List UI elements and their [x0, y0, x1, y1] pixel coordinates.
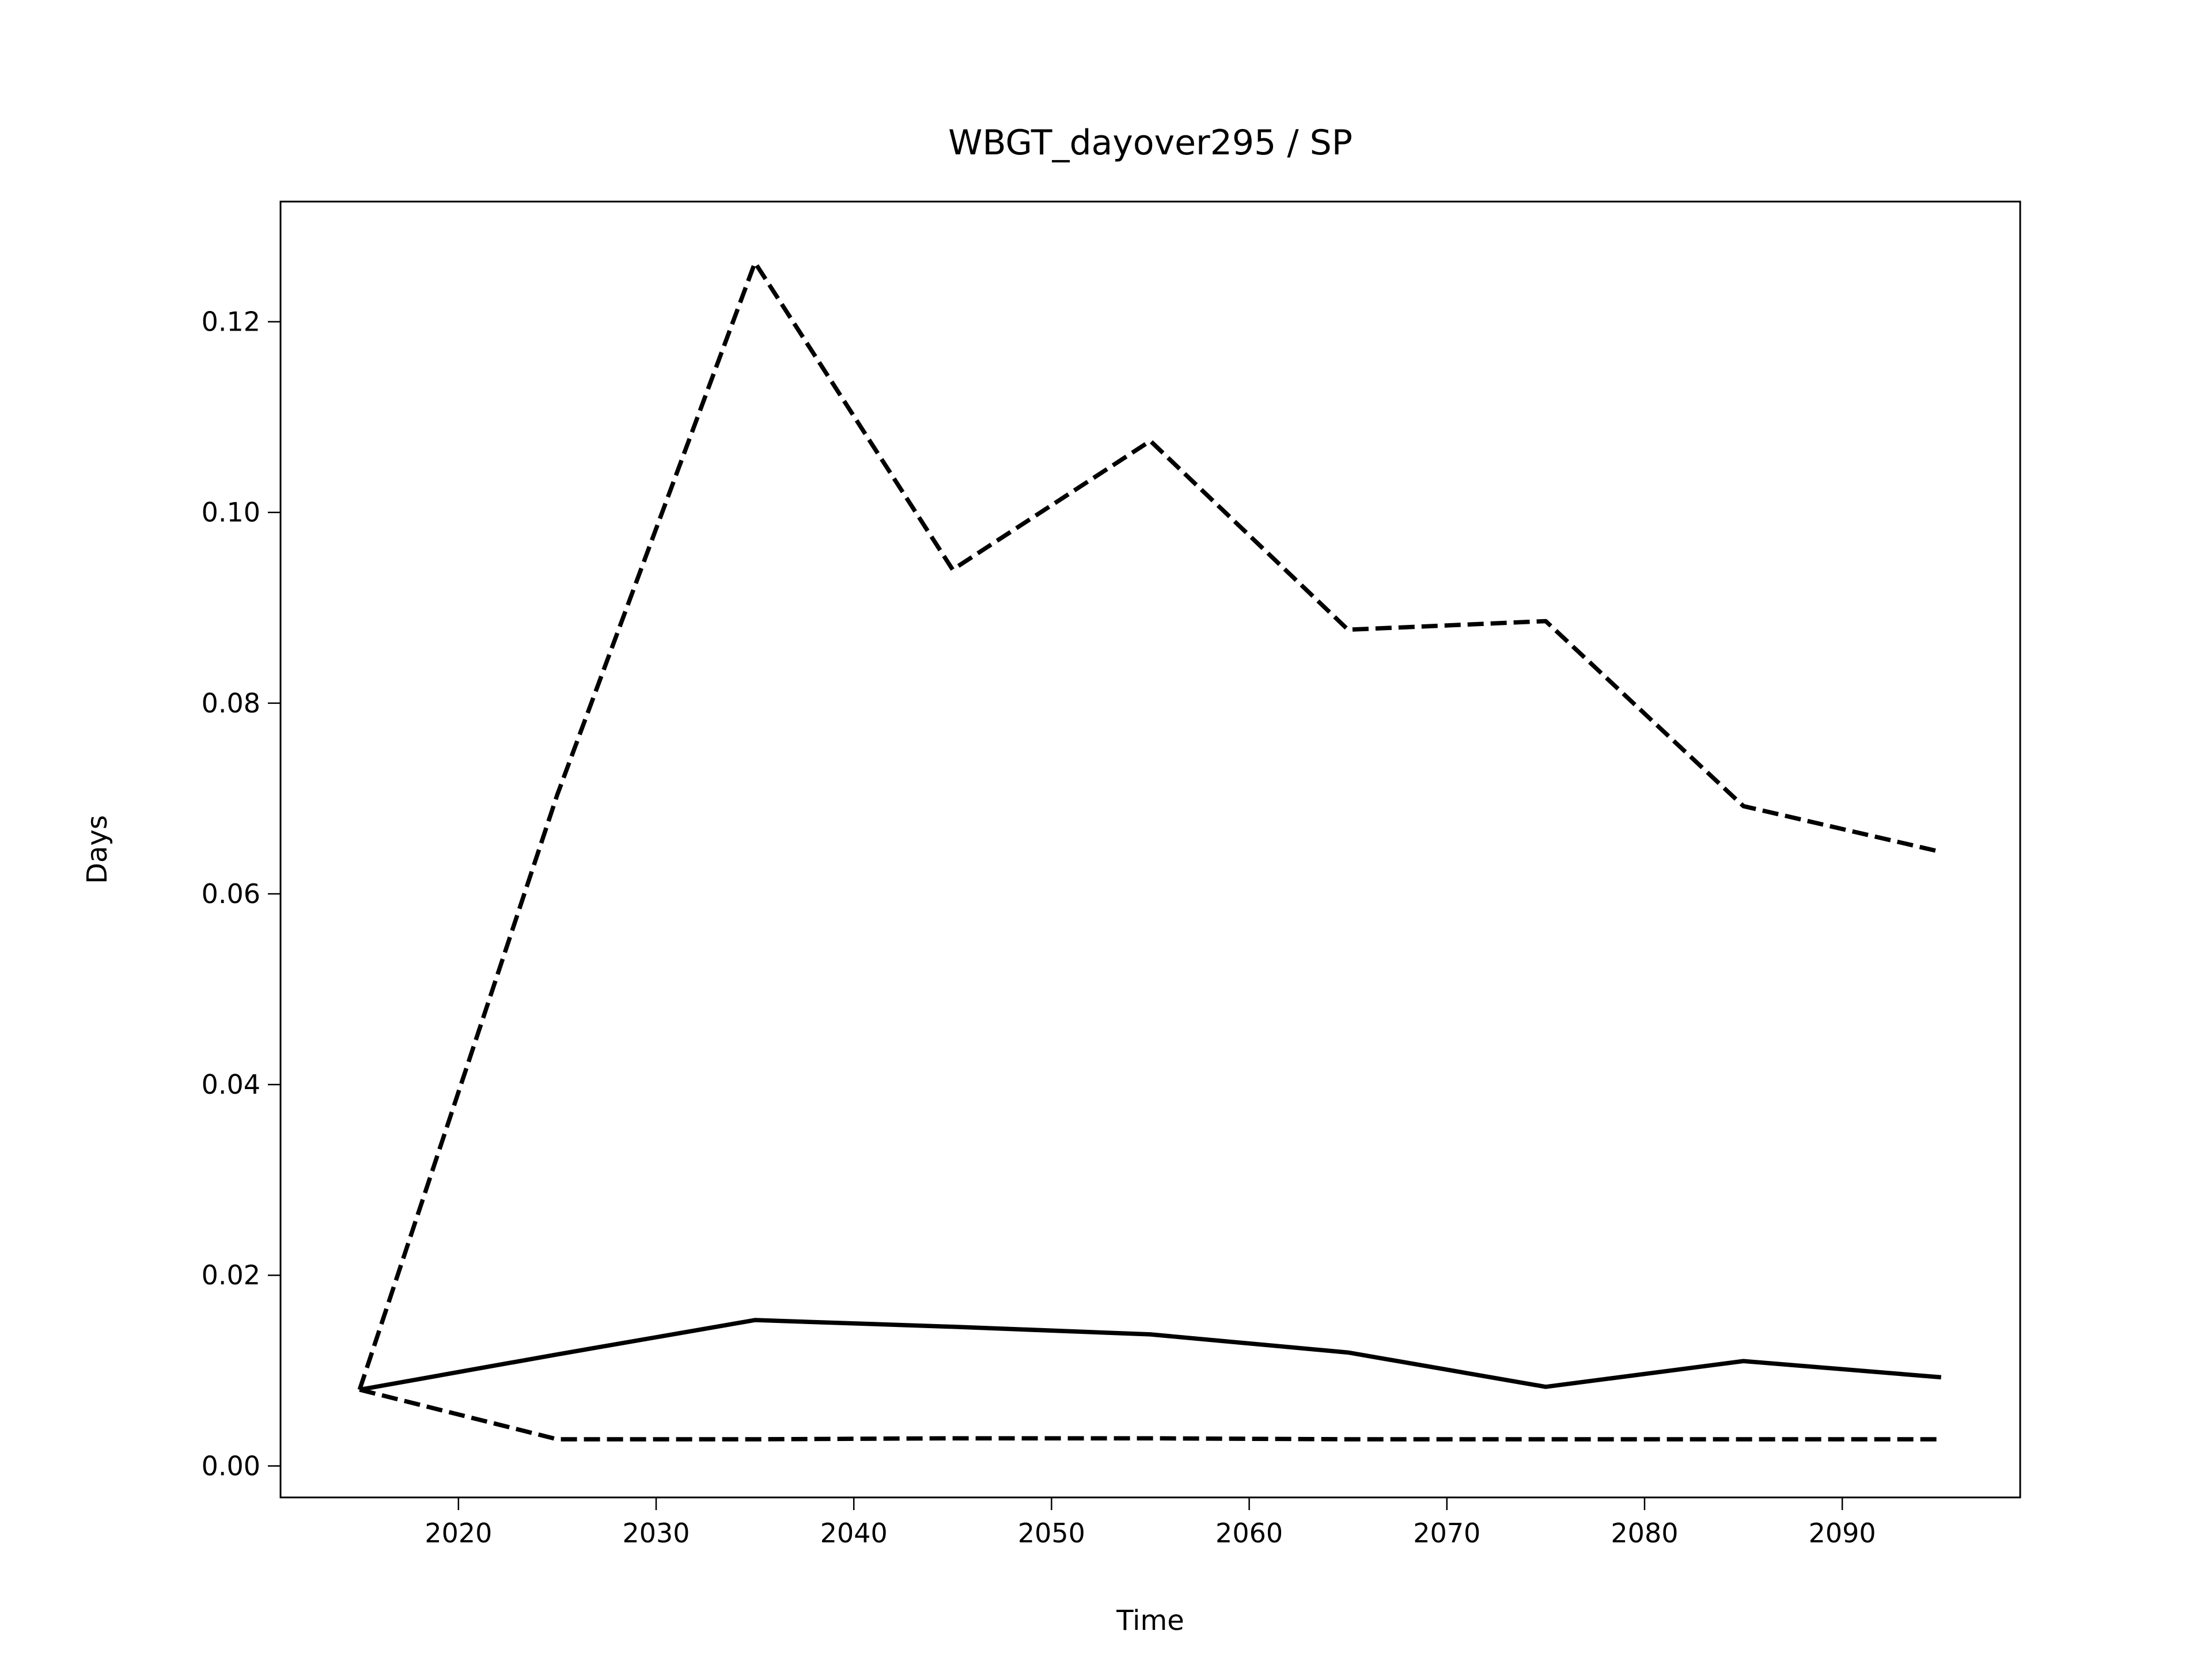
x-tick-label: 2020	[425, 1518, 492, 1549]
line-series	[357, 260, 1942, 1391]
x-tick-label: 2070	[1413, 1518, 1480, 1549]
line-series	[359, 1387, 1941, 1442]
x-axis-label: Time	[1116, 1605, 1184, 1637]
x-tick-label: 2040	[820, 1518, 888, 1549]
y-tick-label: 0.12	[202, 306, 260, 337]
y-tick-label: 0.08	[202, 688, 260, 719]
y-tick-label: 0.00	[202, 1450, 260, 1481]
line-series	[359, 1318, 1942, 1392]
x-tick-label: 2090	[1809, 1518, 1876, 1549]
y-tick-label: 0.02	[202, 1260, 260, 1291]
y-axis-label: Days	[81, 815, 113, 884]
plot-frame	[279, 200, 2021, 1499]
y-tick-label: 0.06	[202, 878, 260, 909]
y-tick-label: 0.04	[202, 1069, 260, 1100]
x-tick-label: 2080	[1611, 1518, 1678, 1549]
chart-title: WBGT_dayover295 / SP	[948, 123, 1353, 163]
x-tick-label: 2050	[1018, 1518, 1085, 1549]
y-tick-label: 0.10	[202, 497, 260, 528]
x-tick-label: 2060	[1215, 1518, 1283, 1549]
x-tick-label: 2030	[623, 1518, 690, 1549]
